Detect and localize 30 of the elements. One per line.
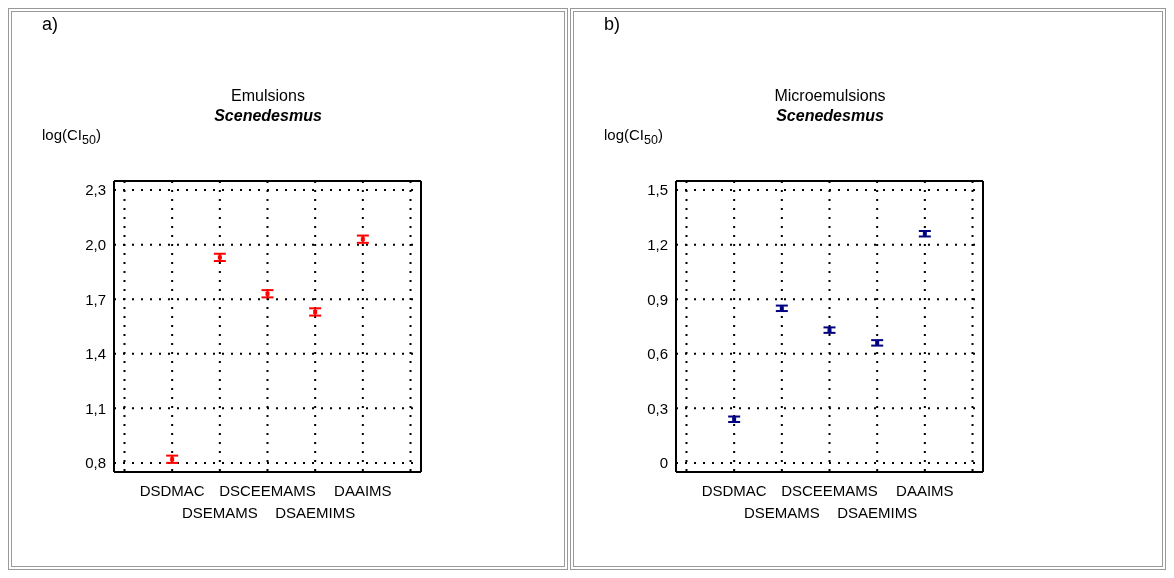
chart-title: Microemulsions xyxy=(774,87,886,104)
x-tick-label: DSDMAC xyxy=(139,482,205,499)
x-tick-label: DSEMAMS xyxy=(743,504,820,521)
x-tick-label: DSCEEMAMS xyxy=(781,482,878,499)
chart-subtitle: Scenedesmus xyxy=(214,107,322,124)
x-tick-label: DSAEMIMS xyxy=(837,504,918,521)
x-tick-label: DSCEEMAMS xyxy=(219,482,316,499)
y-tick-label: 0,3 xyxy=(647,399,668,417)
y-tick-label: 0,6 xyxy=(647,345,668,363)
y-tick-label: 2,3 xyxy=(85,181,106,199)
y-tick-label: 0,9 xyxy=(647,290,668,308)
chart-title: Emulsions xyxy=(231,87,305,104)
x-tick-label: DAAIMS xyxy=(896,482,954,499)
y-tick-label: 0 xyxy=(659,454,668,472)
y-tick-label: 1,7 xyxy=(85,290,106,308)
x-tick-label: DSAEMIMS xyxy=(275,504,356,521)
y-tick-label: 2,0 xyxy=(85,235,106,253)
y-tick-label: 1,5 xyxy=(647,181,668,199)
chart-subtitle: Scenedesmus xyxy=(776,107,884,124)
x-tick-label: DSDMAC xyxy=(701,482,767,499)
y-tick-label: 1,4 xyxy=(85,345,106,363)
y-tick-label: 1,2 xyxy=(647,235,668,253)
y-axis-title: log(CI$_{50}$) xyxy=(42,126,101,147)
y-axis-title: log(CI$_{50}$) xyxy=(604,126,663,147)
y-tick-label: 0,8 xyxy=(85,454,106,472)
text: b) xyxy=(604,14,621,35)
x-tick-label: DAAIMS xyxy=(334,482,392,499)
text: a) xyxy=(42,14,59,35)
y-tick-label: 1,1 xyxy=(85,399,106,417)
x-tick-label: DSEMAMS xyxy=(181,504,258,521)
